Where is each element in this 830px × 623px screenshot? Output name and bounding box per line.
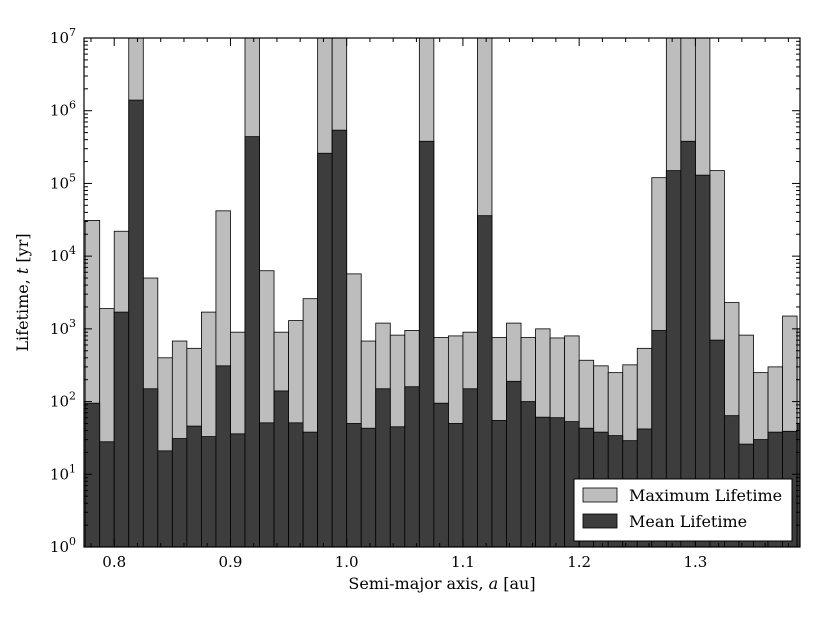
mean-lifetime-bar (99, 441, 115, 548)
mean-lifetime-bars (84, 99, 801, 548)
x-tick-label: 1.1 (451, 553, 475, 571)
mean-lifetime-bar (447, 423, 464, 548)
mean-lifetime-bar (142, 388, 159, 548)
y-tick-label: 107 (50, 26, 76, 47)
mean-lifetime-bar (259, 422, 275, 548)
legend-swatch-mean (582, 513, 618, 529)
mean-lifetime-bar (375, 388, 391, 548)
y-axis-label: Lifetime, t [yr] (13, 233, 32, 351)
y-axis-label-var: t (13, 267, 32, 274)
mean-lifetime-bar (477, 215, 493, 548)
plot-frame (83, 37, 801, 548)
y-tick-label: 106 (50, 99, 76, 120)
x-tick-label: 1.2 (567, 553, 591, 571)
y-tick-label: 101 (50, 462, 76, 483)
legend: Maximum Lifetime Mean Lifetime (573, 478, 793, 542)
mean-lifetime-bar (462, 388, 478, 548)
mean-lifetime-bar (215, 365, 231, 548)
x-axis-label: Semi-major axis, a [au] (348, 574, 535, 593)
mean-lifetime-bar (404, 386, 420, 548)
y-tick-label: 100 (50, 535, 76, 556)
legend-label-max: Maximum Lifetime (629, 486, 782, 505)
y-axis-label-unit: [yr] (13, 233, 32, 267)
mean-lifetime-bar (230, 433, 246, 548)
mean-lifetime-bar (128, 99, 144, 548)
mean-lifetime-bar (346, 423, 362, 548)
y-tick-label: 105 (50, 171, 76, 192)
mean-lifetime-bar (244, 136, 260, 548)
mean-lifetime-bar (186, 425, 202, 548)
mean-lifetime-bar (506, 380, 522, 548)
mean-lifetime-bar (389, 426, 406, 548)
x-axis-ticks: 0.8 0.9 1.0 1.1 1.2 1.3 (90, 38, 789, 571)
mean-lifetime-bar (491, 420, 507, 548)
x-axis-label-unit: [au] (498, 574, 535, 593)
mean-lifetime-bar (317, 152, 333, 548)
mean-lifetime-bar (200, 436, 217, 548)
y-axis-label-main: Lifetime, (13, 274, 32, 352)
legend-swatch-max (582, 487, 618, 503)
y-tick-label: 102 (50, 390, 76, 411)
x-tick-label: 1.3 (683, 553, 707, 571)
mean-lifetime-bar (520, 401, 536, 548)
mean-lifetime-bar (360, 427, 377, 548)
mean-lifetime-bar (302, 431, 319, 548)
x-tick-label: 1.0 (335, 553, 359, 571)
mean-lifetime-bar (113, 311, 130, 548)
x-axis-label-main: Semi-major axis, (348, 574, 488, 593)
x-tick-label: 0.9 (219, 553, 243, 571)
mean-lifetime-bar (549, 417, 566, 548)
mean-lifetime-bar (331, 129, 348, 548)
mean-lifetime-bar (535, 416, 551, 548)
mean-lifetime-bar (171, 438, 188, 548)
x-tick-label: 0.8 (102, 553, 126, 571)
mean-lifetime-bar (288, 422, 304, 548)
mean-lifetime-bar (418, 140, 435, 548)
y-axis-ticks: 100 101 102 103 104 105 106 107 (50, 26, 800, 556)
mean-lifetime-bar (433, 402, 449, 548)
legend-label-mean: Mean Lifetime (629, 512, 747, 531)
mean-lifetime-bar (273, 390, 289, 548)
y-tick-label: 104 (50, 244, 76, 265)
x-axis-label-var: a (489, 574, 499, 593)
y-tick-label: 103 (50, 317, 76, 338)
mean-lifetime-bar (157, 450, 173, 548)
